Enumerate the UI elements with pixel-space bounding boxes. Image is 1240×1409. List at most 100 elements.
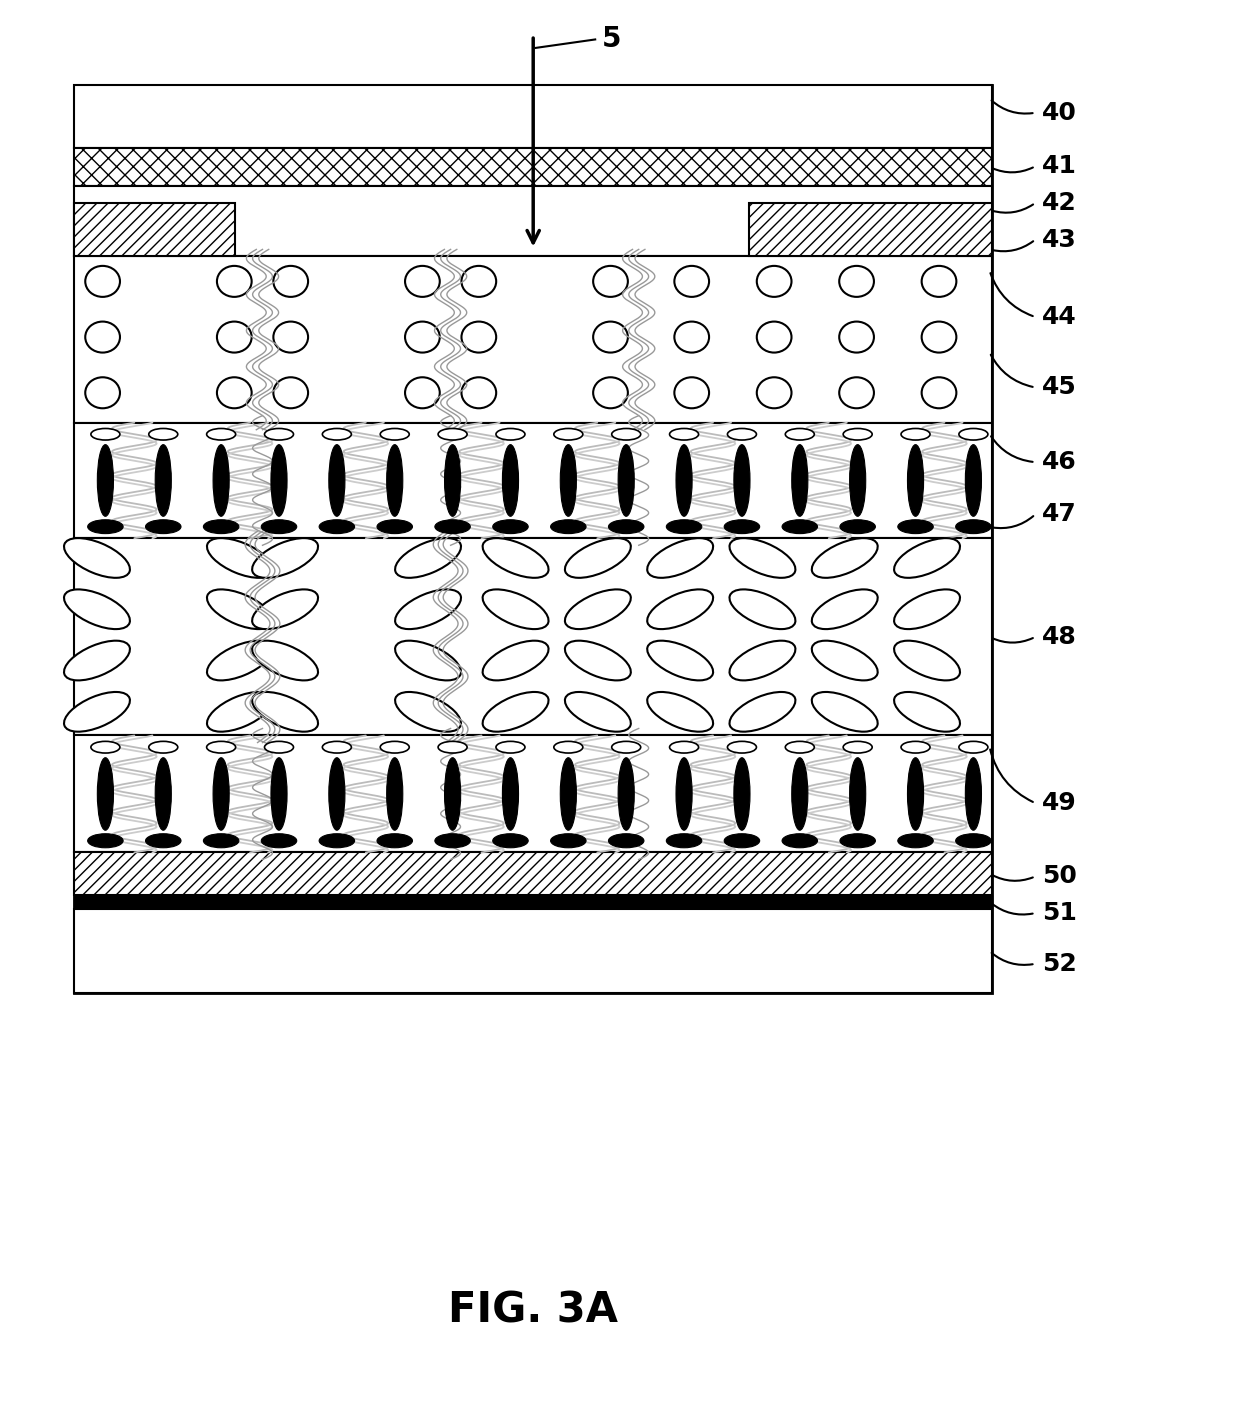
Ellipse shape: [482, 641, 548, 681]
Ellipse shape: [97, 445, 114, 516]
Text: FIG. 3A: FIG. 3A: [448, 1289, 619, 1332]
Ellipse shape: [956, 834, 991, 848]
Ellipse shape: [396, 538, 461, 578]
Ellipse shape: [396, 641, 461, 681]
Bar: [74, 186, 992, 256]
Ellipse shape: [252, 641, 317, 681]
Text: 44: 44: [1042, 304, 1076, 330]
Ellipse shape: [252, 538, 317, 578]
Ellipse shape: [262, 834, 296, 848]
Ellipse shape: [502, 445, 518, 516]
Ellipse shape: [956, 520, 991, 534]
Text: 46: 46: [1042, 449, 1076, 475]
Ellipse shape: [322, 741, 351, 752]
Ellipse shape: [396, 692, 461, 731]
Ellipse shape: [839, 266, 874, 297]
Ellipse shape: [270, 445, 288, 516]
Ellipse shape: [959, 428, 988, 440]
Ellipse shape: [322, 428, 351, 440]
Text: 42: 42: [1042, 190, 1076, 216]
Ellipse shape: [207, 641, 273, 681]
Ellipse shape: [492, 834, 528, 848]
Bar: [74, 423, 992, 538]
Ellipse shape: [444, 445, 461, 516]
Ellipse shape: [812, 538, 878, 578]
Ellipse shape: [560, 445, 577, 516]
Ellipse shape: [64, 589, 130, 628]
Ellipse shape: [676, 445, 692, 516]
Ellipse shape: [207, 589, 273, 628]
Text: 49: 49: [1042, 790, 1076, 816]
Ellipse shape: [492, 520, 528, 534]
Ellipse shape: [647, 589, 713, 628]
Ellipse shape: [565, 692, 631, 731]
Ellipse shape: [729, 589, 795, 628]
Ellipse shape: [273, 378, 308, 409]
Ellipse shape: [894, 538, 960, 578]
Ellipse shape: [329, 445, 345, 516]
Ellipse shape: [670, 741, 698, 752]
Ellipse shape: [619, 445, 634, 516]
Ellipse shape: [647, 692, 713, 731]
Text: 48: 48: [1042, 624, 1076, 650]
Bar: [749, 203, 992, 256]
Ellipse shape: [91, 741, 120, 752]
Ellipse shape: [482, 589, 548, 628]
Ellipse shape: [839, 834, 875, 848]
Ellipse shape: [502, 758, 518, 830]
Ellipse shape: [619, 758, 634, 830]
Ellipse shape: [560, 758, 577, 830]
Ellipse shape: [921, 321, 956, 352]
Ellipse shape: [461, 378, 496, 409]
Ellipse shape: [155, 445, 171, 516]
Text: 5: 5: [601, 25, 621, 54]
Ellipse shape: [729, 692, 795, 731]
Ellipse shape: [756, 266, 791, 297]
Ellipse shape: [812, 692, 878, 731]
Ellipse shape: [381, 428, 409, 440]
Ellipse shape: [207, 692, 273, 731]
Ellipse shape: [554, 428, 583, 440]
Ellipse shape: [647, 538, 713, 578]
Ellipse shape: [812, 589, 878, 628]
Bar: [74, 538, 992, 735]
Ellipse shape: [207, 428, 236, 440]
Ellipse shape: [908, 445, 924, 516]
Ellipse shape: [262, 520, 296, 534]
Ellipse shape: [670, 428, 698, 440]
Ellipse shape: [438, 428, 467, 440]
Ellipse shape: [609, 520, 644, 534]
Ellipse shape: [593, 321, 627, 352]
Ellipse shape: [901, 741, 930, 752]
Ellipse shape: [898, 520, 934, 534]
Ellipse shape: [435, 520, 470, 534]
Ellipse shape: [203, 834, 239, 848]
Text: 43: 43: [1042, 227, 1076, 252]
Ellipse shape: [849, 758, 866, 830]
Ellipse shape: [894, 692, 960, 731]
Ellipse shape: [675, 321, 709, 352]
Ellipse shape: [405, 266, 440, 297]
Ellipse shape: [849, 445, 866, 516]
Ellipse shape: [217, 266, 252, 297]
Text: 50: 50: [1042, 864, 1076, 889]
Ellipse shape: [155, 758, 171, 830]
Ellipse shape: [264, 428, 294, 440]
Ellipse shape: [843, 741, 872, 752]
Ellipse shape: [959, 741, 988, 752]
Ellipse shape: [97, 758, 114, 830]
Ellipse shape: [675, 378, 709, 409]
Ellipse shape: [792, 445, 808, 516]
Ellipse shape: [785, 741, 815, 752]
Text: 45: 45: [1042, 375, 1076, 400]
Ellipse shape: [611, 428, 641, 440]
Ellipse shape: [217, 321, 252, 352]
Ellipse shape: [217, 378, 252, 409]
Ellipse shape: [482, 538, 548, 578]
Ellipse shape: [273, 266, 308, 297]
Ellipse shape: [329, 758, 345, 830]
Ellipse shape: [647, 641, 713, 681]
Ellipse shape: [782, 520, 817, 534]
Ellipse shape: [551, 520, 587, 534]
Ellipse shape: [444, 758, 461, 830]
